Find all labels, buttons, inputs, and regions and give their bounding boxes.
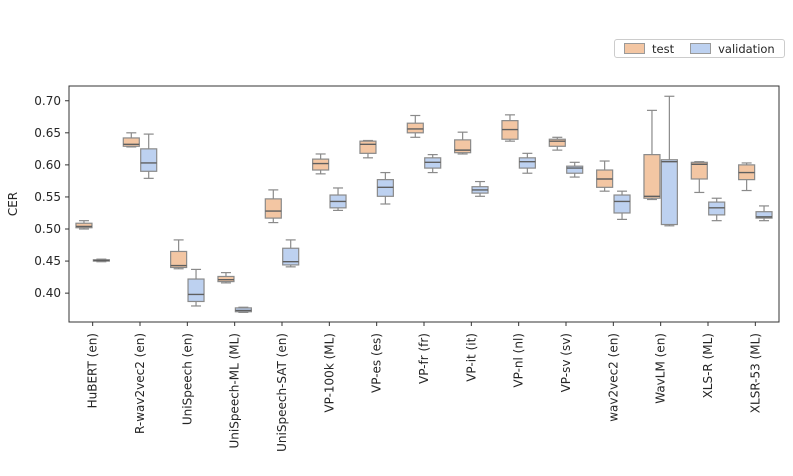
box-test-R-wav2vec2 (en) — [122, 132, 140, 148]
iqr-box — [187, 278, 205, 303]
iqr-box — [75, 222, 93, 229]
box-test-XLSR-53 (ML) — [738, 162, 756, 192]
iqr-box — [566, 165, 584, 174]
box-test-HuBERT (en) — [75, 220, 93, 230]
box-validation-WavLM (en) — [660, 95, 678, 227]
iqr-box — [643, 154, 661, 199]
iqr-box — [140, 148, 158, 172]
box-test-VP-nl (nl) — [501, 114, 519, 142]
box-test-VP-it (it) — [454, 131, 472, 155]
iqr-box — [282, 247, 300, 266]
y-axis-label: CER — [6, 192, 20, 216]
y-tick-label: 0.50 — [34, 222, 61, 236]
iqr-box — [690, 161, 708, 180]
iqr-box — [660, 159, 678, 226]
box-validation-VP-nl (nl) — [518, 152, 536, 174]
x-tick-label: VP-sv (sv) — [559, 333, 573, 392]
box-validation-XLS-R (ML) — [708, 197, 726, 222]
iqr-box — [359, 140, 377, 154]
legend: test validation — [614, 39, 785, 58]
box-test-VP-sv (sv) — [548, 136, 566, 151]
box-validation-R-wav2vec2 (en) — [140, 133, 158, 179]
legend-item-validation: validation — [690, 42, 775, 56]
box-validation-VP-100k (ML) — [329, 187, 347, 212]
legend-swatch-test — [624, 43, 645, 54]
x-tick-label: UniSpeech-SAT (en) — [275, 333, 289, 452]
box-validation-VP-it (it) — [471, 180, 489, 197]
x-tick-label: HuBERT (en) — [86, 333, 100, 408]
y-tick-label: 0.45 — [34, 254, 61, 268]
box-test-XLS-R (ML) — [690, 161, 708, 194]
box-test-UniSpeech (en) — [170, 239, 188, 270]
x-tick-label: UniSpeech-ML (ML) — [228, 333, 242, 449]
y-tick-label: 0.55 — [34, 190, 61, 204]
iqr-box — [406, 122, 424, 134]
x-tick-label: XLSR-53 (ML) — [748, 333, 762, 413]
box-validation-VP-fr (fr) — [424, 154, 442, 174]
x-tick-label: VP-fr (fr) — [417, 333, 431, 384]
x-tick-label: R-wav2vec2 (en) — [133, 333, 147, 434]
legend-label: test — [652, 41, 675, 56]
y-tick-label: 0.60 — [34, 158, 61, 172]
x-tick-label: VP-es (es) — [370, 333, 384, 393]
x-tick-label: XLS-R (ML) — [701, 333, 715, 398]
x-tick-label: UniSpeech (en) — [180, 333, 194, 425]
box-validation-VP-sv (sv) — [566, 161, 584, 178]
iqr-box — [613, 194, 631, 214]
iqr-box — [170, 250, 188, 269]
y-tick-label: 0.40 — [34, 286, 61, 300]
legend-item-test: test — [624, 42, 674, 56]
iqr-box — [518, 157, 536, 169]
x-tick-label: wav2vec2 (en) — [606, 333, 620, 422]
iqr-box — [548, 138, 566, 147]
box-test-VP-es (es) — [359, 139, 377, 159]
x-tick-label: VP-100k (ML) — [322, 333, 336, 413]
box-test-UniSpeech-SAT (en) — [264, 189, 282, 224]
y-tick-label: 0.65 — [34, 126, 61, 140]
plot-area: 0.40 0.45 0.50 0.55 0.60 0.65 0.70 HuBERT (en) R… — [34, 85, 780, 452]
legend-swatch-validation — [690, 43, 712, 54]
iqr-box — [312, 158, 330, 171]
x-tick-label: VP-it (it) — [464, 333, 478, 382]
box-test-VP-fr (fr) — [406, 114, 424, 138]
legend-label: validation — [718, 41, 775, 56]
iqr-box — [122, 137, 140, 147]
box-test-VP-100k (ML) — [312, 153, 330, 175]
box-validation-wav2vec2 (en) — [613, 190, 631, 220]
box-validation-HuBERT (en) — [92, 258, 110, 263]
box-test-UniSpeech-ML (ML) — [217, 272, 235, 284]
iqr-box — [755, 211, 773, 219]
x-tick-label: VP-nl (nl) — [512, 333, 526, 388]
box-validation-UniSpeech-ML (ML) — [234, 306, 252, 313]
box-test-wav2vec2 (en) — [596, 160, 614, 192]
box-test-WavLM (en) — [643, 109, 661, 201]
box-validation-VP-es (es) — [376, 171, 394, 205]
y-tick-label: 0.70 — [34, 94, 61, 108]
box-validation-UniSpeech-SAT (en) — [282, 239, 300, 268]
iqr-box — [264, 198, 282, 219]
box-validation-UniSpeech (en) — [187, 268, 205, 307]
x-tick-label: WavLM (en) — [654, 333, 668, 404]
box-validation-XLSR-53 (ML) — [755, 205, 773, 222]
